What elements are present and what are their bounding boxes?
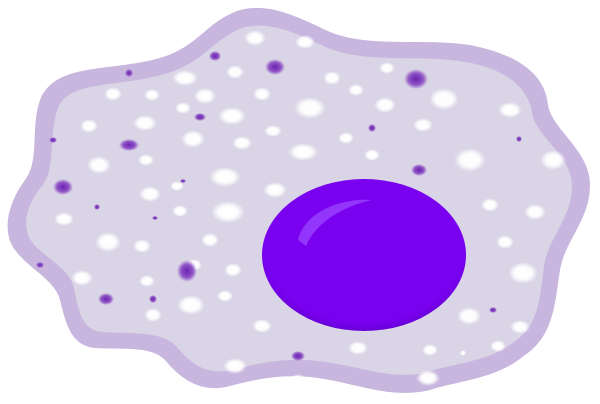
vacuole (429, 88, 459, 110)
vacuole (244, 30, 266, 46)
vacuole (524, 204, 546, 220)
vacuole (211, 201, 245, 223)
vacuole (144, 308, 162, 322)
vacuole (144, 89, 160, 101)
vacuole (496, 235, 514, 249)
vacuole (295, 35, 315, 49)
granule (53, 179, 73, 195)
vacuole (71, 270, 93, 286)
vacuole (290, 374, 306, 386)
vacuole (201, 233, 219, 247)
vacuole (217, 290, 233, 302)
granule (368, 124, 376, 132)
vacuole (139, 186, 161, 202)
granule (516, 136, 522, 142)
granule (291, 351, 305, 361)
vacuole (338, 132, 354, 144)
vacuole (181, 130, 205, 148)
vacuole (170, 181, 184, 191)
granule (98, 293, 114, 305)
vacuole (54, 212, 74, 226)
vacuole (133, 115, 157, 131)
vacuole (422, 344, 438, 356)
vacuole (374, 97, 396, 113)
granule (36, 262, 44, 268)
vacuole (138, 154, 154, 166)
vacuole (508, 262, 538, 284)
granule (49, 137, 57, 143)
vacuole (139, 275, 155, 287)
granule (404, 69, 428, 89)
granule (265, 59, 285, 75)
vacuole (252, 319, 272, 333)
nucleus-highlight (298, 199, 372, 246)
granule (177, 260, 197, 282)
vacuole (175, 102, 191, 114)
vacuole (481, 198, 499, 212)
vacuole (364, 149, 380, 161)
vacuole (348, 341, 368, 355)
granule (125, 69, 133, 77)
vacuole (133, 239, 151, 253)
granule (489, 307, 497, 313)
vacuole (80, 119, 98, 133)
vacuole (194, 88, 216, 104)
vacuole (510, 320, 530, 334)
vacuole (172, 205, 188, 217)
granules (36, 51, 522, 361)
granule (94, 204, 100, 210)
vacuole (264, 125, 282, 137)
vacuole (224, 263, 242, 277)
granule (119, 139, 139, 151)
vacuole (172, 70, 198, 86)
granule (194, 113, 206, 121)
granule (152, 216, 158, 220)
vacuole (253, 87, 271, 101)
vacuole (288, 143, 318, 161)
vacuole (416, 370, 440, 386)
vacuole (223, 358, 247, 374)
vacuole (348, 84, 364, 96)
vacuole (490, 340, 506, 352)
vacuole (540, 150, 566, 170)
vacuole (218, 107, 246, 125)
vacuole (413, 118, 433, 132)
vacuoles (54, 30, 566, 386)
vacuole (209, 167, 241, 187)
granule (180, 179, 186, 183)
granule (149, 295, 157, 303)
vacuole (457, 307, 481, 325)
granule (209, 51, 221, 61)
vacuole (104, 87, 122, 101)
vacuole (379, 62, 395, 74)
granule (411, 164, 427, 176)
vacuole (177, 295, 205, 315)
vacuole (87, 156, 111, 174)
vacuole (460, 350, 466, 356)
vacuole (95, 232, 121, 252)
vacuole (498, 102, 522, 118)
vacuole (263, 182, 287, 198)
vacuole (454, 148, 486, 172)
vacuole (232, 136, 252, 150)
vacuole (226, 65, 244, 79)
vacuole (294, 97, 326, 119)
vacuole (323, 71, 341, 85)
